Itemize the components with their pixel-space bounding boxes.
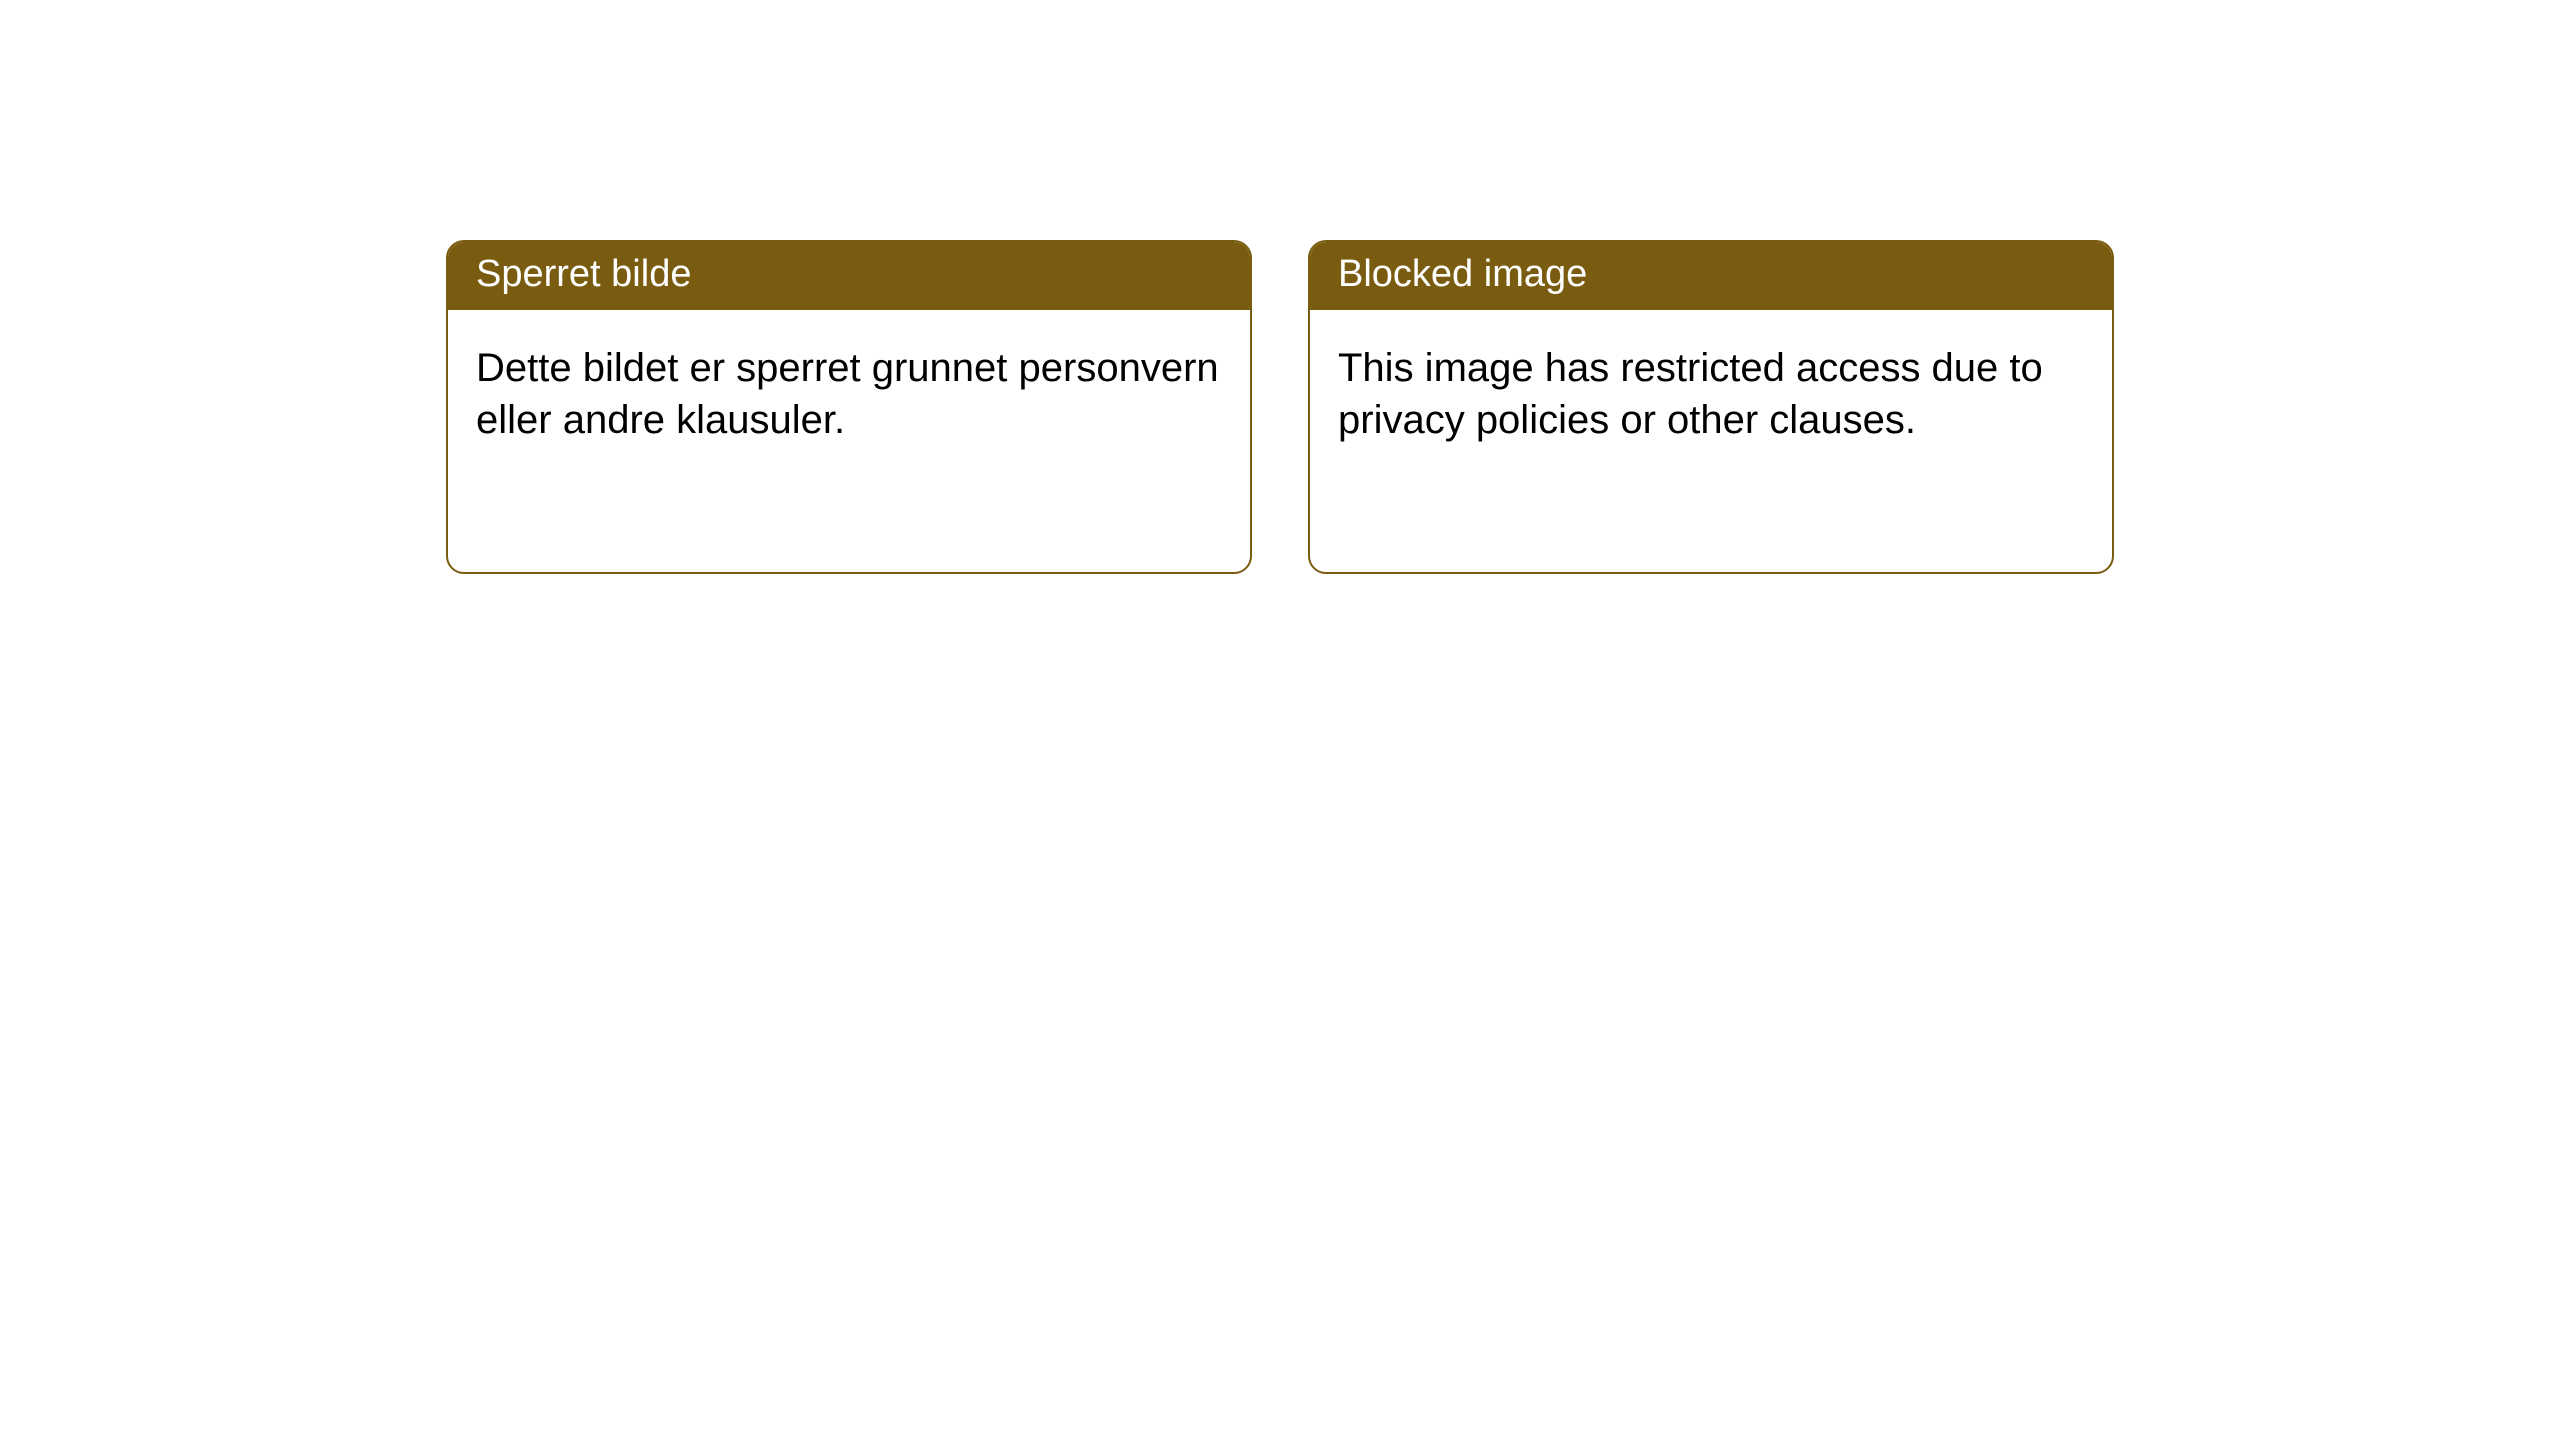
notice-title: Sperret bilde: [448, 242, 1250, 310]
notice-container: Sperret bilde Dette bildet er sperret gr…: [0, 0, 2560, 574]
notice-card-norwegian: Sperret bilde Dette bildet er sperret gr…: [446, 240, 1252, 574]
notice-body: Dette bildet er sperret grunnet personve…: [448, 310, 1250, 480]
notice-card-english: Blocked image This image has restricted …: [1308, 240, 2114, 574]
notice-body: This image has restricted access due to …: [1310, 310, 2112, 480]
notice-title: Blocked image: [1310, 242, 2112, 310]
